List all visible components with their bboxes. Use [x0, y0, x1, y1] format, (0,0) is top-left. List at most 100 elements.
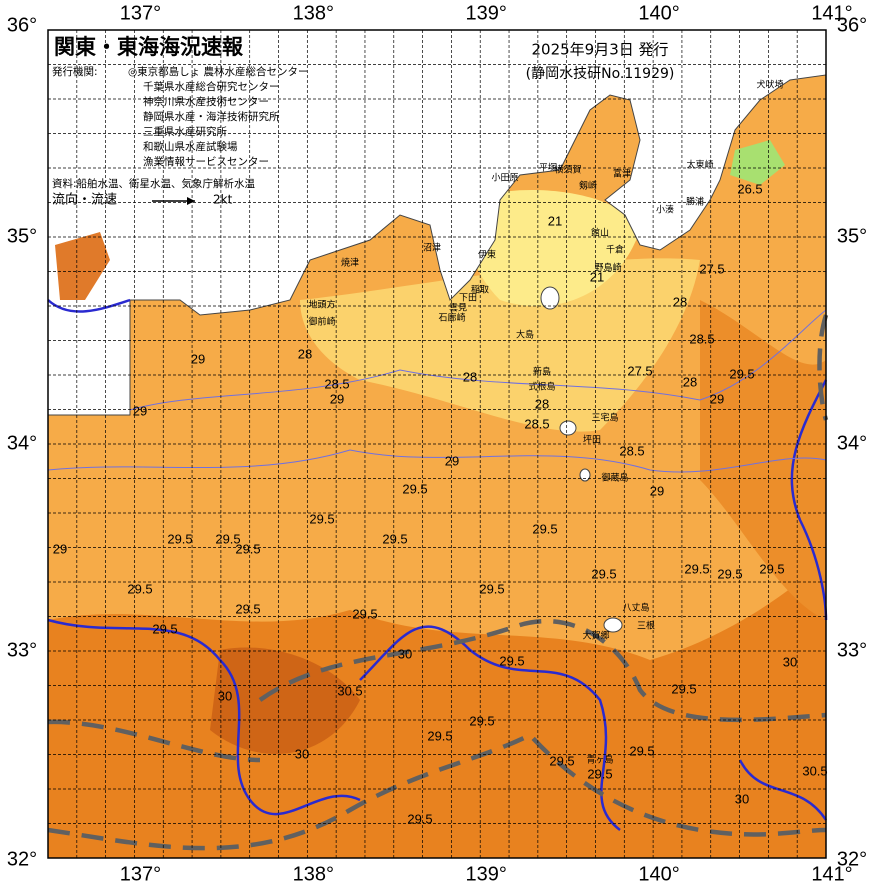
ise-bay — [55, 232, 110, 300]
isotherm-label: 28 — [683, 374, 697, 389]
islands — [540, 286, 623, 633]
lat-label: 34° — [7, 432, 37, 454]
isotherm-label: 29.5 — [152, 621, 177, 636]
place-name: 石廊崎 — [438, 312, 465, 324]
issuer-code: (静岡水技研No.11929) — [526, 66, 675, 82]
isotherm-label: 30.5 — [802, 763, 827, 778]
isotherm-label: 29 — [710, 391, 724, 406]
lon-label: 140° — [638, 863, 679, 885]
lat-label: 32° — [7, 848, 37, 870]
current-axis — [47, 732, 827, 851]
issuers-label: 発行機関: — [52, 65, 98, 78]
issuer: 千葉県水産総合研究センター — [143, 80, 280, 93]
lat-label: 32° — [837, 848, 867, 870]
isotherm-line — [790, 379, 828, 621]
isotherm-label: 29.5 — [499, 653, 524, 668]
lon-label: 140° — [638, 2, 679, 24]
island — [603, 617, 623, 633]
place-name: 青ヶ島 — [586, 754, 613, 766]
lon-label: 141° — [811, 2, 852, 24]
place-name: 御前崎 — [308, 316, 335, 328]
isotherm-label: 29.5 — [587, 766, 612, 781]
isotherm-label: 29.5 — [671, 681, 696, 696]
isotherm-label: 28 — [673, 294, 687, 309]
labels: ◎東京都島しょ 農林水産総合センター千葉県水産総合研究センター神奈川県水産技術セ… — [7, 2, 867, 885]
isotherm-lines-thin — [47, 309, 827, 473]
isotherm-label: 30 — [783, 654, 797, 669]
isotherm-label: 28.5 — [689, 331, 714, 346]
grid — [48, 30, 826, 858]
place-name: 下田 — [459, 293, 477, 304]
isotherm-label: 29.5 — [591, 566, 616, 581]
isotherm-label: 29.5 — [235, 541, 260, 556]
issuer: 和歌山県水産試験場 — [143, 140, 238, 153]
isotherm-label: 29.5 — [549, 753, 574, 768]
map-frame — [47, 29, 827, 859]
source: 資料:船舶水温、衛星水温、気象庁解析水温 — [52, 177, 256, 190]
place-name: 富津 — [613, 168, 631, 180]
lat-label: 33° — [7, 639, 37, 661]
isotherm-label: 21 — [548, 213, 562, 228]
isotherm-label: 29.5 — [402, 481, 427, 496]
place-name: 地頭方 — [308, 299, 335, 311]
kuroshio-axis — [47, 314, 829, 851]
issuer: ◎東京都島しょ 農林水産総合センター — [128, 65, 309, 78]
place-name: 稲取 — [471, 284, 489, 296]
isotherm-label: 29.5 — [684, 561, 709, 576]
lon-label: 141° — [811, 863, 852, 885]
isotherm-label: 29.5 — [235, 601, 260, 616]
place-name: 三根 — [637, 620, 655, 632]
isotherm-line — [47, 298, 131, 313]
isotherm-label: 29.5 — [382, 531, 407, 546]
issuer: 漁業情報サービスセンター — [143, 155, 269, 168]
current-axis — [47, 719, 261, 763]
place-name: 御蔵島 — [601, 472, 628, 484]
isotherm-line — [359, 625, 621, 831]
land — [47, 29, 827, 416]
isotherm-label: 29.5 — [479, 581, 504, 596]
isotherm-label: 28.5 — [619, 443, 644, 458]
place-name: 坪田 — [583, 435, 601, 446]
warm-zone — [700, 300, 826, 620]
place-name: 千倉 — [606, 244, 624, 256]
isotherm-label: 29.5 — [532, 521, 557, 536]
place-name: 大賀郷 — [582, 630, 609, 642]
lon-label: 137° — [120, 2, 161, 24]
isotherm-label: 28 — [463, 369, 477, 384]
place-name: 三宅島 — [591, 412, 618, 424]
isotherm-label: 29 — [191, 351, 205, 366]
flow-arrow-head — [187, 197, 195, 205]
isotherm-label: 29 — [650, 483, 664, 498]
isotherm-label: 27.5 — [699, 261, 724, 276]
isotherm-label: 29.5 — [759, 561, 784, 576]
isotherm-label: 29.5 — [407, 811, 432, 826]
place-name: 沼津 — [423, 243, 441, 254]
place-name: 剱崎 — [579, 180, 597, 192]
place-name: 犬吠埼 — [756, 79, 783, 91]
isotherm-label: 28.5 — [524, 416, 549, 431]
isotherm-label: 29.5 — [127, 581, 152, 596]
place-name: 館山 — [591, 227, 609, 239]
place-name: 伊東 — [478, 249, 496, 261]
title: 関東・東海海況速報 — [54, 35, 244, 59]
isotherm-label: 30.5 — [337, 683, 362, 698]
isotherm-label: 29.5 — [469, 713, 494, 728]
island — [559, 420, 577, 436]
isotherm-label: 26.5 — [737, 181, 762, 196]
isotherm-label: 27.5 — [627, 363, 652, 378]
isotherm-label: 29.5 — [629, 743, 654, 758]
isotherm-label: 28.5 — [324, 376, 349, 391]
island — [540, 286, 560, 310]
land-cover — [730, 140, 785, 185]
lon-label: 138° — [293, 2, 334, 24]
isotherm-label: 30 — [398, 646, 412, 661]
isotherm-label: 29 — [445, 453, 459, 468]
issuer: 神奈川県水産技術センター — [143, 95, 269, 108]
isotherm-label: 29.5 — [352, 606, 377, 621]
lat-label: 34° — [837, 432, 867, 454]
isotherm-label: 29.5 — [215, 531, 240, 546]
isotherm-label: 21 — [590, 269, 604, 284]
place-name: 小田原 — [491, 173, 518, 184]
lat-label: 36° — [837, 14, 867, 36]
